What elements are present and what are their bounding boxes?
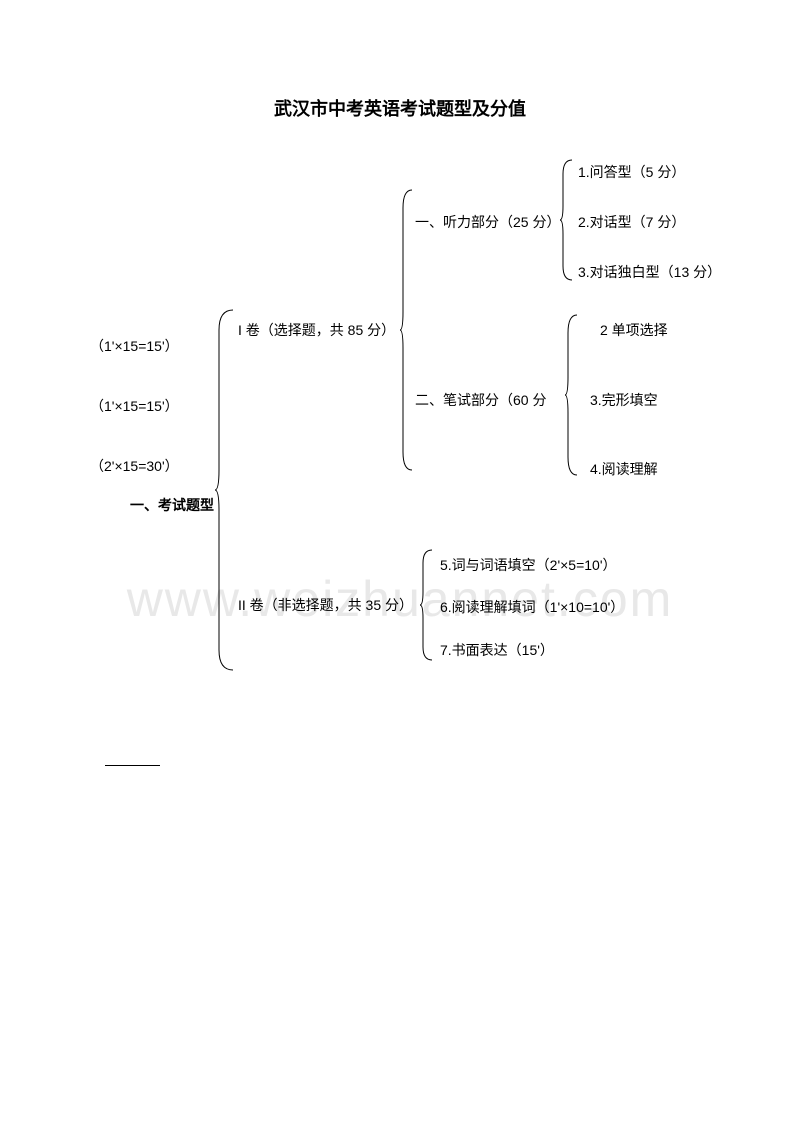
nonselect-item: 5.词与词语填空（2'×5=10'） xyxy=(440,555,617,575)
brace-root xyxy=(215,310,235,670)
brace-listening xyxy=(560,160,574,280)
page-title: 武汉市中考英语考试题型及分值 xyxy=(0,95,800,121)
listening-label: 一、听力部分（25 分） xyxy=(415,212,560,232)
volume-1-label: I 卷（选择题，共 85 分） xyxy=(238,320,395,340)
side-note: （1'×15=15'） xyxy=(90,396,179,416)
nonselect-item: 6.阅读理解填词（1'×10=10'） xyxy=(440,597,624,617)
written-label: 二、笔试部分（60 分 xyxy=(415,390,546,410)
written-item: 4.阅读理解 xyxy=(590,459,658,479)
root-label: 一、考试题型 xyxy=(130,495,214,515)
listening-item: 2.对话型（7 分） xyxy=(578,212,685,232)
written-item: 3.完形填空 xyxy=(590,390,658,410)
written-item: 2 单项选择 xyxy=(600,320,668,340)
nonselect-item: 7.书面表达（15'） xyxy=(440,640,554,660)
side-note: （2'×15=30'） xyxy=(90,456,179,476)
footer-line xyxy=(105,765,160,766)
listening-item: 1.问答型（5 分） xyxy=(578,162,685,182)
volume-2-label: II 卷（非选择题，共 35 分） xyxy=(238,595,413,615)
listening-item: 3.对话独白型（13 分） xyxy=(578,262,721,282)
brace-vol2 xyxy=(420,550,434,660)
brace-vol1 xyxy=(400,190,414,470)
brace-written xyxy=(565,315,579,475)
side-note: （1'×15=15'） xyxy=(90,336,179,356)
